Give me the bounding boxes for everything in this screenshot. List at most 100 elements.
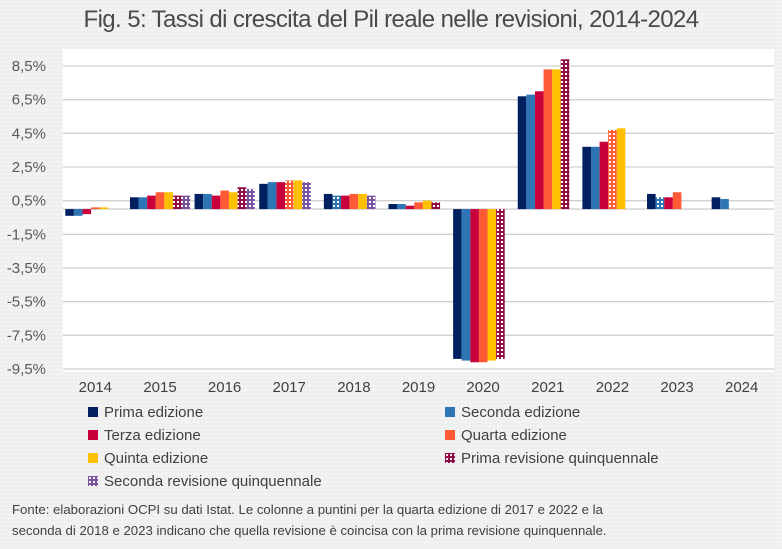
- bar-2020-prima-edizione: [453, 209, 462, 359]
- bar-2022-quinta-edizione: [616, 128, 626, 210]
- legend-label: Prima edizione: [104, 403, 204, 421]
- bar-2014-terza-edizione: [82, 209, 92, 215]
- x-tick-label: 2020: [466, 379, 499, 396]
- x-tick-label: 2021: [531, 379, 564, 396]
- bar-2016-quarta-edizione: [220, 190, 229, 210]
- x-tick-label: 2014: [79, 379, 112, 396]
- bar-2022-terza-edizione: [599, 141, 609, 210]
- bar-2014-prima-edizione: [65, 209, 74, 216]
- bar-2016-prima-revisione-quinquennale: [237, 187, 247, 210]
- bar-2018-quarta-edizione: [349, 193, 359, 210]
- legend-swatch: [445, 453, 455, 463]
- bar-2020-terza-edizione: [470, 209, 479, 363]
- legend-label: Quinta edizione: [104, 449, 209, 467]
- bar-2017-quinta-edizione: [293, 180, 303, 210]
- bar-2015-prima-edizione: [129, 197, 139, 210]
- bar-2016-quinta-edizione: [228, 192, 238, 210]
- bar-2017-seconda-revisione-quinquennale: [302, 182, 311, 210]
- bar-2018-prima-edizione: [323, 193, 333, 210]
- bar-2023-seconda-edizione: [655, 197, 665, 210]
- y-tick-label: -3,5%: [7, 260, 46, 277]
- bar-2019-terza-edizione: [405, 205, 415, 210]
- x-tick-label: 2015: [143, 379, 176, 396]
- legend-item-quinta-edizione[interactable]: Quinta edizione: [88, 448, 445, 468]
- bar-2018-terza-edizione: [341, 195, 350, 210]
- bar-2015-terza-edizione: [147, 195, 156, 210]
- bar-2015-seconda-revisione-quinquennale: [181, 195, 191, 210]
- plot-area: [63, 49, 774, 372]
- bar-2018-seconda-edizione: [332, 195, 342, 210]
- bar-2019-prima-edizione: [388, 204, 398, 210]
- bar-2015-quinta-edizione: [164, 192, 173, 210]
- legend-swatch: [88, 430, 98, 440]
- bar-2021-seconda-edizione: [526, 94, 535, 210]
- bar-2015-seconda-edizione: [138, 197, 148, 210]
- bar-2020-prima-revisione-quinquennale: [496, 209, 505, 359]
- bar-2015-prima-revisione-quinquennale: [172, 195, 182, 210]
- bar-2017-quarta-edizione: [285, 180, 294, 210]
- x-tick-label: 2023: [660, 379, 693, 396]
- bar-2023-terza-edizione: [664, 197, 673, 210]
- chart-title: Fig. 5: Tassi di crescita del Pil reale …: [83, 6, 700, 33]
- y-tick-label: 6,5%: [12, 92, 46, 109]
- bar-2019-quinta-edizione: [422, 200, 432, 210]
- bar-2018-seconda-revisione-quinquennale: [366, 195, 376, 210]
- bar-2017-terza-edizione: [276, 182, 286, 210]
- bar-2016-terza-edizione: [211, 195, 221, 210]
- legend-item-prima-revisione-quinquennale[interactable]: Prima revisione quinquennale: [445, 448, 765, 468]
- legend-label: Prima revisione quinquennale: [461, 449, 659, 467]
- x-tick-label: 2017: [273, 379, 306, 396]
- bar-2021-terza-edizione: [534, 91, 544, 210]
- x-tick-label: 2016: [208, 379, 241, 396]
- bar-2020-quarta-edizione: [478, 209, 488, 363]
- y-tick-label: -1,5%: [7, 226, 46, 243]
- y-tick-label: -9,5%: [7, 361, 46, 378]
- x-tick-label: 2019: [402, 379, 435, 396]
- bar-2018-quinta-edizione: [358, 193, 367, 210]
- legend-label: Quarta edizione: [461, 426, 567, 444]
- bar-2017-seconda-edizione: [267, 182, 277, 210]
- legend-label: Seconda edizione: [461, 403, 581, 421]
- legend-item-seconda-edizione[interactable]: Seconda edizione: [445, 402, 765, 422]
- bar-2020-seconda-edizione: [461, 209, 471, 361]
- legend-swatch: [445, 407, 455, 417]
- bar-2016-seconda-revisione-quinquennale: [246, 188, 255, 210]
- bar-2021-prima-edizione: [517, 96, 527, 210]
- y-tick-label: -5,5%: [7, 294, 46, 311]
- legend-item-seconda-revisione-quinquennale[interactable]: Seconda revisione quinquennale: [88, 471, 445, 491]
- legend-item-quarta-edizione[interactable]: Quarta edizione: [445, 425, 765, 445]
- bar-2021-prima-revisione-quinquennale: [560, 59, 570, 210]
- legend-swatch: [88, 476, 98, 486]
- legend-label: Seconda revisione quinquennale: [104, 472, 322, 490]
- footnote-line: Fonte: elaborazioni OCPI su dati Istat. …: [12, 502, 603, 517]
- legend-swatch: [445, 430, 455, 440]
- bar-2019-quarta-edizione: [414, 202, 423, 210]
- bar-2024-prima-edizione: [711, 197, 721, 210]
- footnote: Fonte: elaborazioni OCPI su dati Istat. …: [12, 499, 782, 541]
- y-tick-label: 0,5%: [12, 193, 46, 210]
- bar-2022-prima-edizione: [582, 146, 591, 210]
- bar-2024-seconda-edizione: [720, 198, 729, 210]
- bar-2017-prima-edizione: [259, 183, 268, 210]
- y-tick-label: 2,5%: [12, 159, 46, 176]
- bar-2014-quinta-edizione: [99, 207, 109, 210]
- bar-2022-quarta-edizione: [608, 129, 617, 210]
- bar-2021-quinta-edizione: [552, 69, 561, 210]
- legend-item-terza-edizione[interactable]: Terza edizione: [88, 425, 445, 445]
- bar-2014-seconda-edizione: [73, 209, 83, 216]
- x-tick-label: 2018: [337, 379, 370, 396]
- bar-2021-quarta-edizione: [543, 69, 553, 210]
- legend-label: Terza edizione: [104, 426, 201, 444]
- bar-2019-prima-revisione-quinquennale: [431, 202, 441, 210]
- bar-2023-prima-edizione: [647, 193, 656, 210]
- legend: Prima edizione Seconda edizione Terza ed…: [88, 402, 768, 491]
- bar-2022-seconda-edizione: [590, 146, 600, 210]
- legend-swatch: [88, 453, 98, 463]
- bar-2020-quinta-edizione: [487, 209, 497, 361]
- y-tick-label: 4,5%: [12, 125, 46, 142]
- bar-2015-quarta-edizione: [155, 192, 165, 210]
- legend-item-prima-edizione[interactable]: Prima edizione: [88, 402, 445, 422]
- x-tick-label: 2022: [596, 379, 629, 396]
- bar-2014-quarta-edizione: [91, 207, 100, 210]
